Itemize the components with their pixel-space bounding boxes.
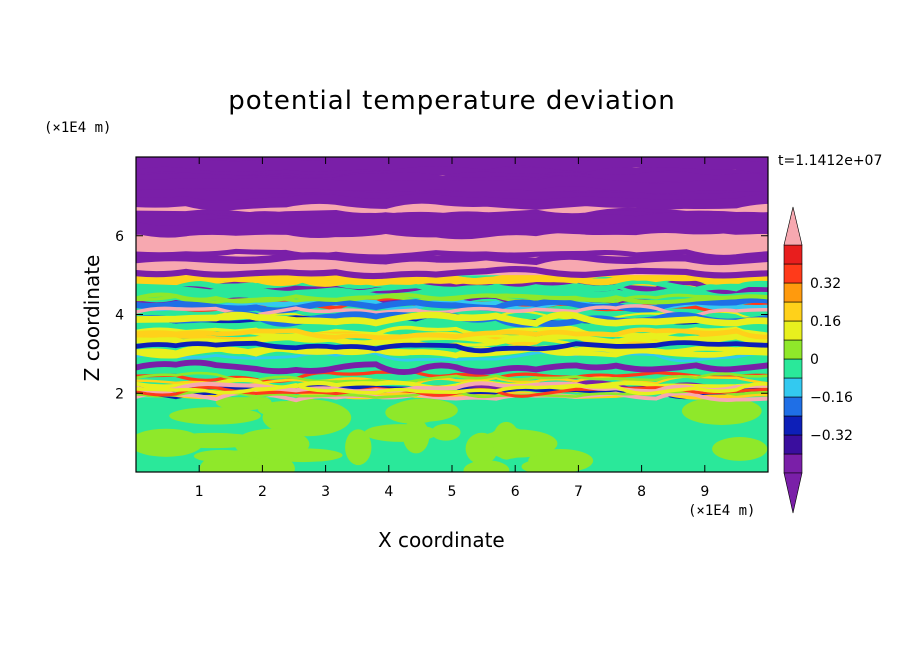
upper-layer-band xyxy=(136,157,768,174)
x-tick-label: 3 xyxy=(321,484,330,500)
lower-layer-blob xyxy=(136,428,204,457)
lower-layer-blob xyxy=(364,424,438,442)
upper-layer-band xyxy=(136,265,768,280)
x-axis-units: (×1E4 m) xyxy=(688,503,756,519)
x-tick-label: 2 xyxy=(258,484,267,500)
middle-layer-band xyxy=(136,292,768,305)
colorbar-band xyxy=(783,244,803,265)
upper-layer-band xyxy=(136,193,768,211)
upper-layer-band xyxy=(136,187,768,206)
colorbar-extend-top xyxy=(783,206,803,246)
middle-layer-band xyxy=(136,382,768,396)
colorbar-tick-label: −0.16 xyxy=(810,390,853,406)
x-tick-label: 6 xyxy=(511,484,520,500)
colorbar-band xyxy=(783,377,803,398)
middle-layer-band xyxy=(136,286,768,301)
x-tick-label: 5 xyxy=(448,484,457,500)
lower-layer-blob xyxy=(390,398,458,422)
colorbar-band xyxy=(783,434,803,455)
colorbar-band xyxy=(783,358,803,379)
colorbar-band xyxy=(783,320,803,341)
middle-layer-band xyxy=(136,278,768,294)
middle-layer-band xyxy=(136,270,768,287)
lower-layer-blob xyxy=(431,423,461,441)
colorbar-band xyxy=(783,263,803,284)
lower-layer-blob xyxy=(681,397,762,425)
y-tick-label: 2 xyxy=(115,386,124,402)
middle-layer-band xyxy=(136,381,768,394)
colorbar-tick-label: 0.16 xyxy=(810,314,841,330)
x-tick-label: 9 xyxy=(700,484,709,500)
lower-layer-blob xyxy=(345,429,372,466)
upper-layer-band xyxy=(136,252,768,266)
lower-layer-blob xyxy=(234,428,310,460)
contour-field xyxy=(136,157,768,472)
y-tick-label: 4 xyxy=(115,308,124,324)
lower-layer-blob xyxy=(528,448,594,472)
middle-layer-band xyxy=(136,350,768,363)
chart-title: potential temperature deviation xyxy=(228,86,676,116)
x-tick-label: 7 xyxy=(574,484,583,500)
upper-layer-band xyxy=(136,218,768,238)
z-axis-units: (×1E4 m) xyxy=(44,120,112,136)
middle-layer-band xyxy=(136,340,768,354)
x-tick-label: 1 xyxy=(195,484,204,500)
x-axis-ticks: 1 2 3 4 5 6 7 8 9 xyxy=(195,157,709,500)
lower-layer-blob xyxy=(492,421,520,460)
time-stamp: t=1.1412e+07 xyxy=(778,153,883,169)
lower-layer-blob xyxy=(463,460,510,472)
middle-layer-band xyxy=(136,327,768,340)
colorbar-band xyxy=(783,301,803,322)
colorbar-band xyxy=(783,415,803,436)
middle-layer-band xyxy=(136,344,768,358)
colorbar-band xyxy=(783,396,803,417)
colorbar-tick-label: 0 xyxy=(810,352,819,368)
colorbar-band xyxy=(783,453,803,474)
x-tick-label: 4 xyxy=(384,484,393,500)
upper-layer-band xyxy=(136,248,768,260)
colorbar-band xyxy=(783,339,803,360)
middle-layer-band xyxy=(136,370,768,384)
x-tick-label: 8 xyxy=(637,484,646,500)
middle-layer-band xyxy=(136,359,768,375)
lower-layer-blob xyxy=(262,399,352,437)
colorbar-tick-label: 0.32 xyxy=(810,276,841,292)
colorbar-extend-bottom xyxy=(783,472,803,514)
y-axis-ticks: 2 4 6 xyxy=(115,229,768,402)
lower-layer-blob xyxy=(193,449,250,463)
y-tick-label: 6 xyxy=(115,229,124,245)
lower-layer-blob xyxy=(169,407,261,425)
colorbar-band xyxy=(783,282,803,303)
upper-layer-band xyxy=(136,175,768,194)
colorbar: 0.32 0.16 0 −0.16 −0.32 xyxy=(783,206,853,514)
middle-layer-band xyxy=(136,283,768,295)
middle-layer-band xyxy=(136,296,768,314)
lower-layer-blob xyxy=(215,393,272,411)
lower-layer-blob xyxy=(712,437,768,461)
middle-layer-band xyxy=(136,311,768,327)
colorbar-tick-label: −0.32 xyxy=(810,428,853,444)
x-axis-label: X coordinate xyxy=(378,528,505,552)
